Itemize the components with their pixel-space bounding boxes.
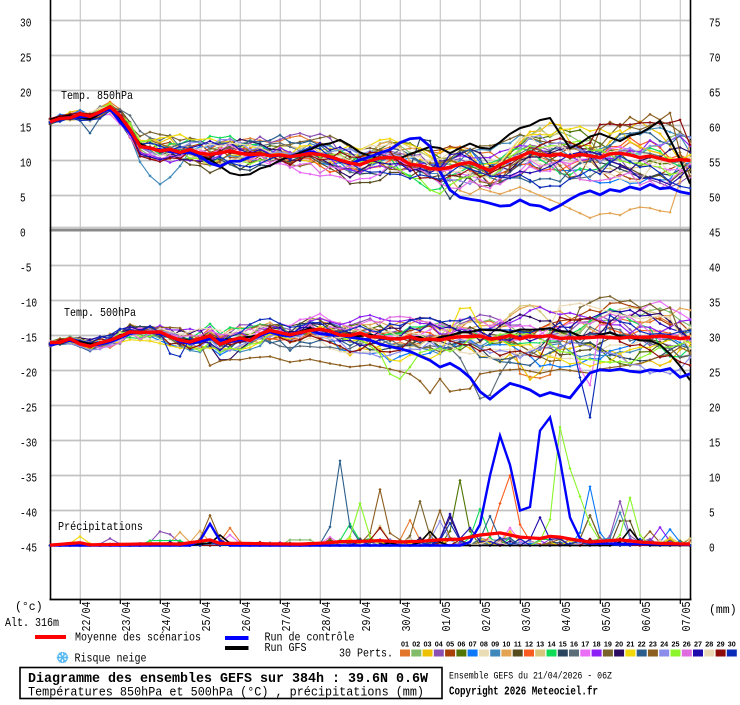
svg-text:-20: -20 bbox=[20, 368, 37, 381]
svg-text:40: 40 bbox=[709, 263, 720, 276]
svg-text:03/05: 03/05 bbox=[521, 601, 534, 631]
svg-text:05/05: 05/05 bbox=[601, 601, 614, 631]
svg-text:26: 26 bbox=[683, 640, 691, 649]
svg-text:06/05: 06/05 bbox=[641, 601, 654, 631]
svg-text:20: 20 bbox=[615, 640, 623, 649]
svg-text:15: 15 bbox=[709, 438, 720, 451]
svg-text:-25: -25 bbox=[20, 403, 37, 416]
svg-text:50: 50 bbox=[709, 193, 720, 206]
svg-text:10: 10 bbox=[709, 473, 720, 486]
svg-text:05: 05 bbox=[446, 640, 454, 649]
svg-text:22/04: 22/04 bbox=[81, 601, 94, 631]
svg-text:17: 17 bbox=[581, 640, 589, 649]
svg-text:28/04: 28/04 bbox=[321, 601, 334, 631]
svg-text:Temp. 500hPa: Temp. 500hPa bbox=[64, 306, 136, 320]
svg-text:Run de contrôle: Run de contrôle bbox=[265, 631, 355, 645]
svg-text:-40: -40 bbox=[20, 508, 37, 521]
svg-text:30 Perts.: 30 Perts. bbox=[339, 647, 393, 661]
svg-text:23: 23 bbox=[649, 640, 657, 649]
svg-text:25/04: 25/04 bbox=[201, 601, 214, 631]
svg-text:24/04: 24/04 bbox=[161, 601, 174, 631]
svg-text:70: 70 bbox=[709, 53, 720, 66]
svg-text:55: 55 bbox=[709, 158, 720, 171]
svg-text:20: 20 bbox=[709, 403, 720, 416]
svg-text:27: 27 bbox=[694, 640, 702, 649]
svg-text:19: 19 bbox=[604, 640, 612, 649]
svg-text:28: 28 bbox=[705, 640, 713, 649]
svg-text:18: 18 bbox=[593, 640, 601, 649]
svg-text:24: 24 bbox=[660, 640, 668, 649]
svg-text:-15: -15 bbox=[20, 333, 37, 346]
svg-text:5: 5 bbox=[20, 193, 26, 206]
svg-text:Ensemble GEFS du 21/04/2026 -: Ensemble GEFS du 21/04/2026 - 06Z bbox=[449, 671, 612, 683]
svg-text:Temp. 850hPa: Temp. 850hPa bbox=[61, 89, 133, 103]
svg-text:15: 15 bbox=[559, 640, 567, 649]
svg-text:Précipitations: Précipitations bbox=[58, 520, 143, 534]
svg-text:(mm): (mm) bbox=[709, 604, 737, 617]
svg-text:-30: -30 bbox=[20, 438, 37, 451]
svg-text:04/05: 04/05 bbox=[561, 601, 574, 631]
svg-text:02/05: 02/05 bbox=[481, 601, 494, 631]
svg-text:27/04: 27/04 bbox=[281, 601, 294, 631]
svg-text:23/04: 23/04 bbox=[121, 601, 134, 631]
svg-text:25: 25 bbox=[20, 53, 31, 66]
svg-text:Moyenne des scénarios: Moyenne des scénarios bbox=[75, 631, 201, 645]
svg-text:14: 14 bbox=[548, 640, 556, 649]
svg-text:29/04: 29/04 bbox=[361, 601, 374, 631]
svg-text:0: 0 bbox=[20, 228, 26, 241]
svg-text:-35: -35 bbox=[20, 473, 37, 486]
svg-text:09: 09 bbox=[491, 640, 499, 649]
svg-text:08: 08 bbox=[480, 640, 488, 649]
svg-text:25: 25 bbox=[709, 368, 720, 381]
svg-text:04: 04 bbox=[435, 640, 443, 649]
svg-text:10: 10 bbox=[502, 640, 510, 649]
svg-text:29: 29 bbox=[717, 640, 725, 649]
svg-text:26/04: 26/04 bbox=[241, 601, 254, 631]
svg-text:03: 03 bbox=[424, 640, 432, 649]
svg-text:0: 0 bbox=[709, 543, 715, 556]
svg-text:35: 35 bbox=[709, 298, 720, 311]
svg-text:Run GFS: Run GFS bbox=[265, 641, 307, 655]
svg-text:20: 20 bbox=[20, 88, 31, 101]
svg-text:30: 30 bbox=[709, 333, 720, 346]
svg-text:01/05: 01/05 bbox=[441, 601, 454, 631]
svg-text:12: 12 bbox=[525, 640, 533, 649]
svg-text:11: 11 bbox=[514, 640, 522, 649]
svg-text:45: 45 bbox=[709, 228, 720, 241]
svg-text:Risque neige: Risque neige bbox=[75, 652, 147, 666]
svg-text:13: 13 bbox=[536, 640, 544, 649]
svg-text:02: 02 bbox=[412, 640, 420, 649]
svg-text:30: 30 bbox=[20, 18, 31, 31]
svg-text:-5: -5 bbox=[20, 263, 31, 276]
svg-text:10: 10 bbox=[20, 158, 31, 171]
svg-text:22: 22 bbox=[638, 640, 646, 649]
svg-text:75: 75 bbox=[709, 18, 720, 31]
svg-text:30/04: 30/04 bbox=[401, 601, 414, 631]
svg-text:(°c): (°c) bbox=[15, 601, 43, 614]
svg-text:15: 15 bbox=[20, 123, 31, 136]
svg-text:16: 16 bbox=[570, 640, 578, 649]
svg-text:-10: -10 bbox=[20, 298, 37, 311]
svg-text:30: 30 bbox=[728, 640, 736, 649]
svg-text:5: 5 bbox=[709, 508, 715, 521]
svg-text:01: 01 bbox=[401, 640, 409, 649]
svg-text:25: 25 bbox=[672, 640, 680, 649]
svg-text:Diagramme des ensembles GEFS s: Diagramme des ensembles GEFS sur 384h : … bbox=[28, 671, 429, 687]
svg-text:07: 07 bbox=[469, 640, 477, 649]
svg-text:65: 65 bbox=[709, 88, 720, 101]
svg-text:07/05: 07/05 bbox=[681, 601, 694, 631]
svg-text:-45: -45 bbox=[20, 543, 37, 556]
svg-text:Températures 850hPa et 500hPa: Températures 850hPa et 500hPa (°C) , pré… bbox=[28, 685, 424, 700]
svg-text:06: 06 bbox=[457, 640, 465, 649]
svg-text:Alt. 316m: Alt. 316m bbox=[5, 616, 59, 630]
svg-text:60: 60 bbox=[709, 123, 720, 136]
svg-text:21: 21 bbox=[626, 640, 634, 649]
svg-text:Copyright 2026 Meteociel.fr: Copyright 2026 Meteociel.fr bbox=[449, 686, 598, 699]
